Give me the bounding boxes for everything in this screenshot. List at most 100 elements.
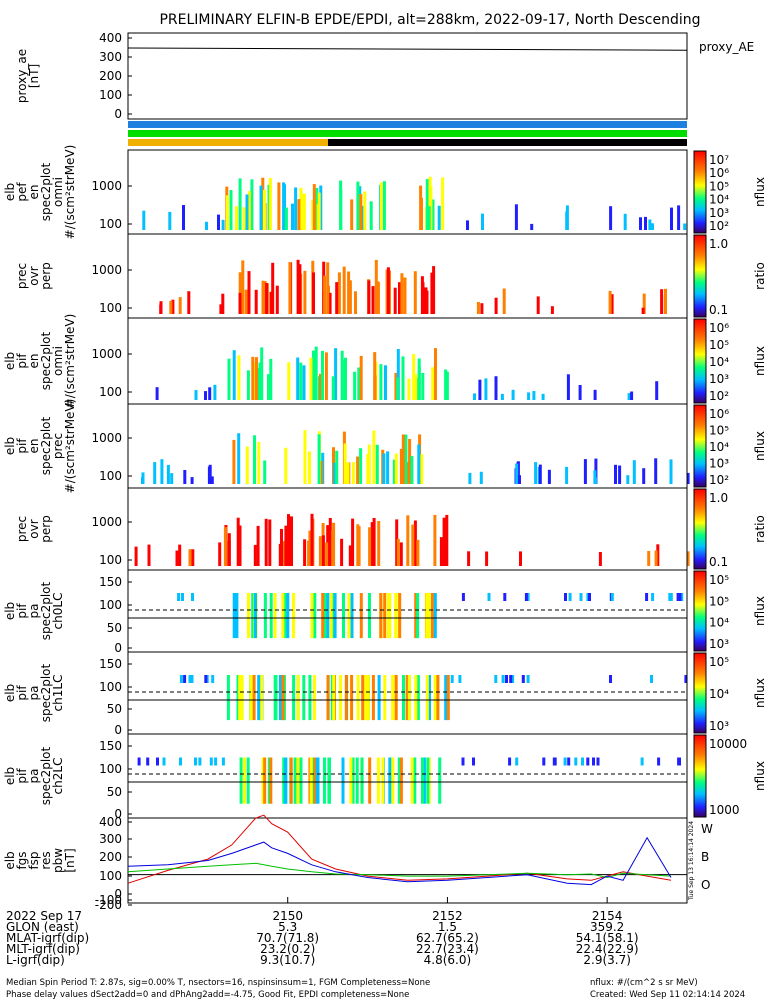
spectrogram-cell — [403, 277, 407, 314]
spectrogram-cell — [417, 358, 421, 400]
panel-frame — [127, 569, 688, 653]
spectrogram-cell — [348, 545, 352, 566]
colorbar-tick-label: 10⁵ — [709, 594, 729, 608]
y-tick-label: -100 — [95, 893, 122, 907]
spectrogram-cell — [399, 542, 403, 566]
spectrogram-cell — [351, 757, 355, 804]
spectrogram-cell — [339, 180, 343, 230]
x-row-label: MLT-igrf(dip) — [6, 942, 80, 956]
spectrogram-cell — [331, 376, 335, 400]
spectrogram-cell — [393, 287, 397, 314]
spectrogram-cell — [356, 181, 360, 230]
spectrogram-cell — [608, 290, 612, 314]
spectrogram-cell — [481, 213, 484, 230]
spectrogram-cell — [281, 675, 285, 721]
spectrogram-cell — [400, 273, 404, 314]
spectrogram-cell — [238, 292, 242, 314]
spectrogram-cell — [208, 464, 212, 484]
spectrogram-cell — [441, 177, 445, 230]
spectrogram-cell — [484, 378, 488, 400]
colorbar-tick-label: 10000 — [709, 737, 747, 751]
spectrogram-cell — [246, 757, 250, 804]
spectrogram-cell — [503, 593, 507, 601]
spectrogram-cell — [332, 675, 336, 721]
panel-frame — [127, 149, 688, 235]
spectrogram-cell — [421, 757, 424, 804]
spectrogram-cell — [519, 551, 522, 566]
spectrogram-cell — [227, 533, 231, 566]
spectrogram-cell — [360, 757, 364, 804]
spectrogram-cell — [329, 593, 333, 639]
colorbar-label: nflux — [753, 761, 767, 791]
spectrogram-cell — [515, 463, 519, 484]
colorbar — [693, 488, 707, 570]
spectrogram-cell — [656, 544, 660, 566]
spectrogram-cell — [235, 206, 238, 230]
spectrogram-cell — [187, 291, 191, 314]
spectrogram-cell — [335, 450, 339, 484]
spectrogram-cell — [218, 542, 222, 566]
colorbar-label: nflux — [753, 177, 767, 207]
spectrogram-cell — [373, 375, 377, 400]
y-axis-label: pif — [15, 353, 29, 369]
spectrogram-cell — [275, 285, 279, 314]
spectrogram-cell — [166, 464, 170, 484]
x-row-value: 9.3(10.7) — [260, 953, 315, 967]
spectrogram-cell — [347, 271, 351, 314]
spectrogram-cell — [445, 371, 449, 400]
spectrogram-cell — [350, 199, 354, 230]
spectrogram-cell — [310, 593, 314, 639]
spectrogram-cell — [532, 391, 536, 400]
spectrogram-cell — [416, 675, 420, 721]
spectrogram-cell — [678, 757, 681, 766]
spectrogram-cell — [466, 220, 469, 230]
spectrogram-cell — [396, 349, 400, 400]
spectrogram-cell — [651, 593, 655, 601]
spectrogram-cell — [294, 187, 298, 230]
spectrogram-cell — [468, 472, 472, 484]
spectrogram-cell — [232, 350, 236, 400]
spectrogram-cell — [433, 593, 437, 639]
spectrogram-cell — [391, 675, 395, 721]
spectrogram-cell — [530, 223, 534, 230]
y-tick-label: 400 — [99, 815, 122, 829]
colorbar-tick-label: 10⁴ — [709, 616, 729, 630]
x-row-label: MLAT-igrf(dip) — [6, 931, 89, 945]
spectrogram-cell — [434, 348, 437, 400]
footer-left-2: Phase delay values dSect2add=0 and dPhAn… — [6, 990, 409, 1000]
spectrogram-cell — [586, 757, 590, 766]
spectrogram-cell — [660, 289, 664, 314]
spectrogram-cell — [593, 389, 597, 400]
spectrogram-cell — [686, 472, 690, 484]
spectrogram-cell — [246, 593, 250, 639]
spectrogram-cell — [299, 757, 303, 804]
spectrogram-cell — [361, 675, 365, 721]
y-axis-label: prec — [15, 263, 29, 289]
spectrogram-cell — [501, 675, 505, 683]
spectrogram-cell — [160, 459, 164, 484]
spectrogram-cell — [168, 211, 172, 230]
spectrogram-cell — [271, 262, 275, 314]
spectrogram-cell — [296, 757, 300, 804]
spectrogram-cell — [346, 462, 350, 484]
y-axis-label: ovr — [27, 266, 41, 285]
spectrogram-cell — [487, 593, 491, 601]
y-axis-label: pif — [15, 603, 29, 619]
spectrogram-cell — [265, 283, 269, 314]
y-tick-label: 100 — [99, 553, 122, 567]
spectrogram-cell — [376, 281, 380, 314]
y-tick-label: 0 — [114, 641, 122, 655]
spectrogram-cell — [284, 207, 288, 230]
spectrogram-cell — [190, 477, 194, 484]
x-row-value: 23.2(0.2) — [260, 942, 315, 956]
spectrogram-cell — [439, 537, 443, 566]
spectrogram-cell — [372, 430, 376, 484]
spectrogram-cell — [350, 675, 354, 721]
y-axis-label: spec2plot — [39, 162, 53, 221]
y-tick-label: 50 — [107, 702, 122, 716]
spectrogram-cell — [388, 593, 392, 639]
x-row-value: 2152 — [432, 909, 463, 923]
spectrogram-cell — [244, 289, 248, 314]
spectrogram-cell — [142, 210, 146, 230]
series-W — [127, 814, 672, 884]
